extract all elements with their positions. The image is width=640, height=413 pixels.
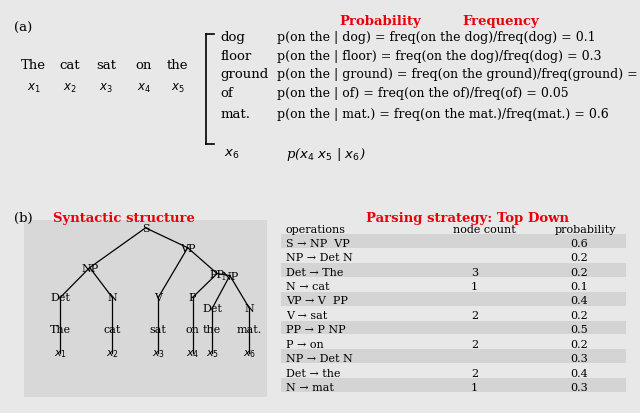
Text: NP → Det N: NP → Det N (285, 253, 353, 263)
Bar (281, 235, 626, 248)
Text: $x_6$: $x_6$ (243, 347, 256, 359)
Bar (281, 292, 626, 306)
Text: 0.3: 0.3 (570, 353, 588, 363)
Text: Det → The: Det → The (285, 267, 343, 277)
Text: the: the (167, 59, 189, 71)
Text: (a): (a) (14, 22, 33, 35)
Text: p(on the | dog) = freq(on the dog)/freq(dog) = 0.1: p(on the | dog) = freq(on the dog)/freq(… (277, 31, 595, 44)
Text: of: of (220, 87, 233, 100)
Text: operations: operations (285, 224, 346, 234)
Text: The: The (50, 325, 71, 335)
Text: 0.3: 0.3 (570, 382, 588, 392)
Text: Parsing strategy: Top Down: Parsing strategy: Top Down (365, 211, 568, 224)
Bar (281, 249, 626, 263)
Text: NP → Det N: NP → Det N (285, 353, 353, 363)
Text: Det: Det (202, 304, 222, 313)
Text: the: the (203, 325, 221, 335)
Text: (b): (b) (14, 211, 33, 224)
Text: mat.: mat. (237, 325, 262, 335)
Text: P: P (189, 293, 196, 303)
Text: p(on the | floor) = freq(on the dog)/freq(dog) = 0.3: p(on the | floor) = freq(on the dog)/fre… (277, 50, 602, 62)
Text: NP: NP (81, 263, 99, 273)
Bar (281, 364, 626, 377)
Text: 0.2: 0.2 (570, 310, 588, 320)
Text: sat: sat (150, 325, 167, 335)
Bar (281, 321, 626, 335)
Text: cat: cat (104, 325, 121, 335)
Text: $x_2$: $x_2$ (106, 347, 119, 359)
Text: ground: ground (220, 68, 268, 81)
Text: S: S (141, 223, 149, 233)
Bar (24, 221, 267, 397)
Text: V: V (154, 293, 163, 303)
Text: 2: 2 (471, 368, 478, 377)
Text: 0.2: 0.2 (570, 339, 588, 349)
Text: sat: sat (97, 59, 116, 71)
Text: probability: probability (556, 224, 617, 234)
Text: p(on the | ground) = freq(on the ground)/freq(ground) = 0.2: p(on the | ground) = freq(on the ground)… (277, 68, 640, 81)
Text: p($x_4$ $x_5$ | $x_6$): p($x_4$ $x_5$ | $x_6$) (285, 146, 365, 163)
Text: on: on (136, 59, 152, 71)
Text: $x_1$: $x_1$ (54, 347, 67, 359)
Text: 2: 2 (471, 310, 478, 320)
Text: 0.2: 0.2 (570, 253, 588, 263)
Text: Syntactic structure: Syntactic structure (53, 211, 195, 224)
Text: 1: 1 (471, 281, 478, 291)
Text: $x_1$: $x_1$ (27, 82, 41, 95)
Text: 0.5: 0.5 (570, 325, 588, 335)
Text: $x_3$: $x_3$ (152, 347, 165, 359)
Text: floor: floor (220, 50, 252, 62)
Bar (281, 349, 626, 363)
Text: N: N (108, 293, 117, 303)
Text: The: The (21, 59, 46, 71)
Bar (281, 263, 626, 277)
Text: $x_5$: $x_5$ (205, 347, 219, 359)
Text: p(on the | mat.) = freq(on the mat.)/freq(mat.) = 0.6: p(on the | mat.) = freq(on the mat.)/fre… (277, 107, 609, 120)
Text: 0.4: 0.4 (570, 296, 588, 306)
Text: VP → V  PP: VP → V PP (285, 296, 348, 306)
Bar (281, 378, 626, 392)
Text: $x_2$: $x_2$ (63, 82, 77, 95)
Text: Det → the: Det → the (285, 368, 340, 377)
Text: on: on (186, 325, 200, 335)
Text: 1: 1 (471, 382, 478, 392)
Text: mat.: mat. (220, 107, 250, 120)
Text: 3: 3 (471, 267, 478, 277)
Text: V → sat: V → sat (285, 310, 327, 320)
Text: p(on the | of) = freq(on the of)/freq(of) = 0.05: p(on the | of) = freq(on the of)/freq(of… (277, 87, 568, 100)
Text: P → on: P → on (285, 339, 323, 349)
Text: Probability: Probability (340, 15, 421, 28)
Text: S → NP  VP: S → NP VP (285, 238, 349, 248)
Text: 0.6: 0.6 (570, 238, 588, 248)
Text: node count: node count (453, 224, 516, 234)
Text: N → mat: N → mat (285, 382, 333, 392)
Text: cat: cat (60, 59, 81, 71)
Text: $x_4$: $x_4$ (136, 82, 150, 95)
Text: N: N (244, 304, 254, 313)
Text: Frequency: Frequency (462, 15, 539, 28)
Text: 2: 2 (471, 339, 478, 349)
Text: $x_6$: $x_6$ (224, 148, 239, 161)
Text: VP: VP (180, 243, 195, 253)
Text: N → cat: N → cat (285, 281, 329, 291)
Text: PP → P NP: PP → P NP (285, 325, 346, 335)
Text: dog: dog (220, 31, 245, 44)
Text: 0.1: 0.1 (570, 281, 588, 291)
Text: 0.4: 0.4 (570, 368, 588, 377)
Text: $x_3$: $x_3$ (99, 82, 113, 95)
Bar (281, 335, 626, 349)
Text: 0.2: 0.2 (570, 267, 588, 277)
Text: $x_5$: $x_5$ (171, 82, 185, 95)
Text: PP: PP (210, 269, 225, 279)
Text: $x_4$: $x_4$ (186, 347, 199, 359)
Bar (281, 278, 626, 292)
Bar (281, 306, 626, 320)
Text: Det: Det (51, 293, 70, 303)
Text: NP: NP (221, 271, 239, 281)
